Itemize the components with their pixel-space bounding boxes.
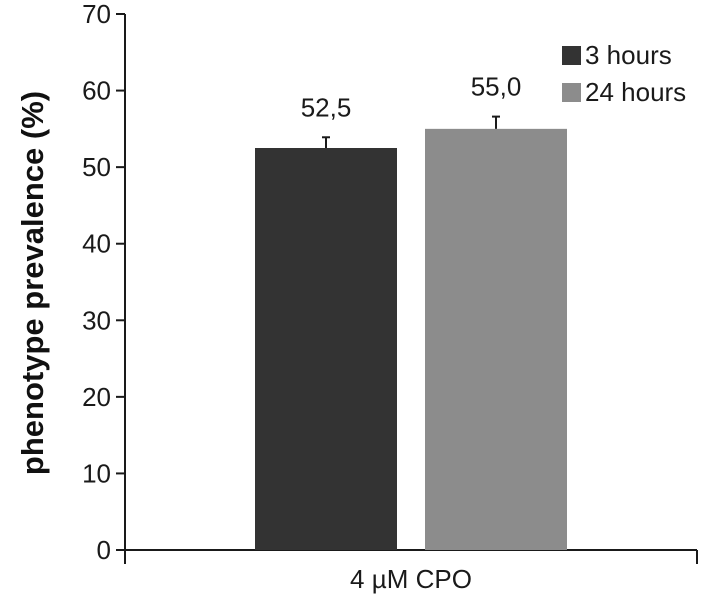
y-axis: 0 10 20 30 40 50 60 70 — [82, 0, 126, 565]
data-label: 55,0 — [471, 72, 522, 102]
y-axis-title: phenotype prevalence (%) — [15, 91, 50, 475]
bar-3-hours — [255, 148, 397, 550]
y-tick-label: 40 — [82, 229, 111, 259]
legend-swatch — [562, 83, 581, 102]
y-tick-label: 10 — [82, 458, 111, 488]
data-label: 52,5 — [301, 92, 352, 122]
legend-swatch — [562, 46, 581, 65]
bars-group: 52,5 55,0 — [255, 72, 567, 550]
y-tick-label: 0 — [97, 535, 111, 565]
bar-24-hours — [425, 128, 567, 550]
y-tick-label: 70 — [82, 0, 111, 29]
legend: 3 hours 24 hours — [562, 40, 686, 107]
legend-label: 24 hours — [585, 77, 686, 107]
x-axis: 4 µM CPO — [125, 549, 698, 594]
y-tick-label: 30 — [82, 305, 111, 335]
y-tick-label: 50 — [82, 152, 111, 182]
legend-label: 3 hours — [585, 40, 672, 70]
x-category-label: 4 µM CPO — [350, 564, 472, 594]
y-tick-label: 20 — [82, 382, 111, 412]
y-tick-label: 60 — [82, 76, 111, 106]
